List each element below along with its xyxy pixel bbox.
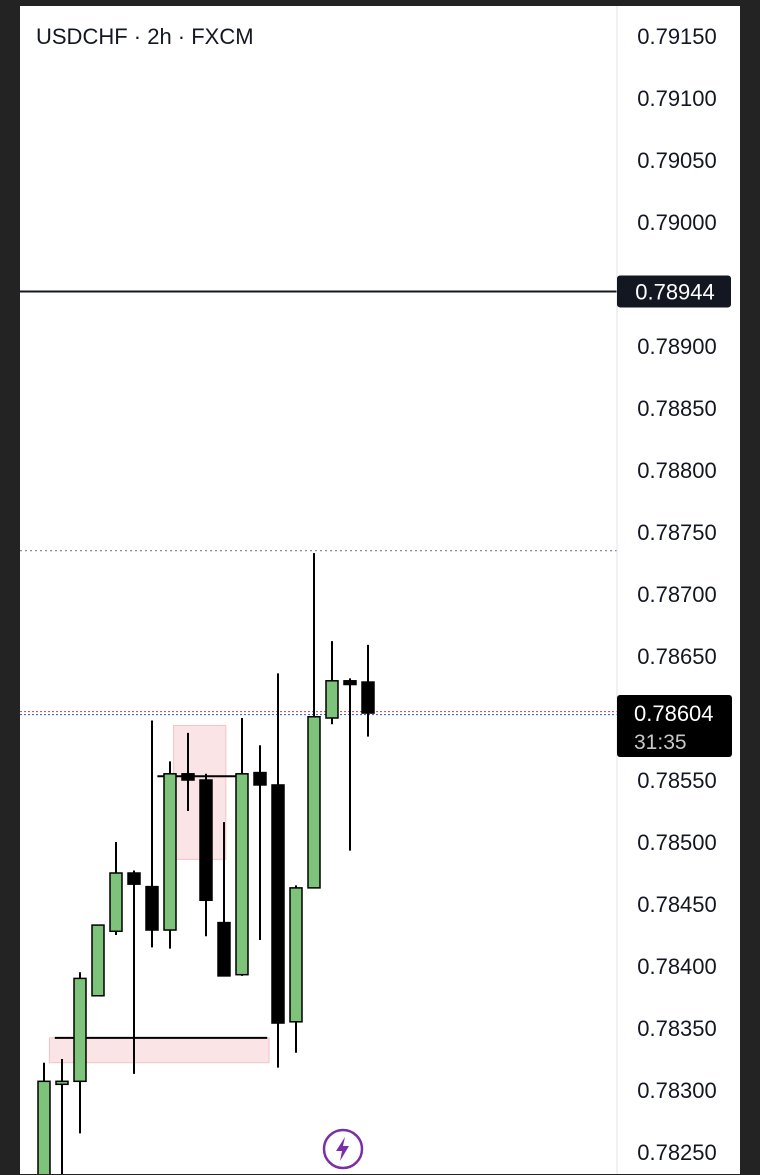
candle-4[interactable] (109, 842, 123, 935)
candle-5[interactable] (127, 870, 141, 1074)
line-price-label: 0.78944 (635, 279, 715, 304)
candle-15[interactable] (307, 553, 321, 889)
candle-11[interactable] (235, 718, 249, 976)
y-tick-label: 0.78850 (637, 396, 717, 421)
candle-6[interactable] (145, 720, 159, 948)
y-tick-label: 0.78650 (637, 644, 717, 669)
lines-layer (20, 290, 617, 1039)
candle-body-down (253, 771, 267, 786)
y-tick-label: 0.78500 (637, 830, 717, 855)
candle-body-up (307, 716, 321, 889)
candle-14[interactable] (289, 885, 303, 1053)
y-tick-label: 0.78700 (637, 582, 717, 607)
candle-body-up (55, 1080, 69, 1086)
y-tick-label: 0.78350 (637, 1016, 717, 1041)
candle-17[interactable] (343, 678, 357, 851)
symbol-title: USDCHF · 2h · FXCM (36, 24, 254, 49)
price-axis[interactable]: 0.79150 0.79100 0.79050 0.79000 0.78900 0.788… (637, 24, 717, 1165)
candle-2[interactable] (73, 972, 87, 1134)
candle-body-down (217, 921, 231, 977)
candle-body-up (109, 872, 123, 933)
y-tick-label: 0.79100 (637, 86, 717, 111)
y-tick-label: 0.78400 (637, 954, 717, 979)
y-tick-label: 0.78800 (637, 458, 717, 483)
price-labels-layer: 0.78944 0.78604 31:35 (617, 275, 732, 758)
candle-16[interactable] (325, 641, 339, 725)
y-tick-label: 0.78750 (637, 520, 717, 545)
y-tick-label: 0.78550 (637, 768, 717, 793)
candle-12[interactable] (253, 745, 267, 940)
candle-body-up (235, 773, 249, 976)
candle-body-down (127, 872, 141, 885)
candle-body-down (181, 773, 195, 781)
lightning-bolt-icon[interactable] (322, 1128, 364, 1170)
y-tick-label: 0.78450 (637, 892, 717, 917)
candle-body-up (163, 773, 177, 931)
candle-body-up (325, 680, 339, 719)
candle-8[interactable] (181, 732, 195, 811)
candle-body-down (343, 680, 357, 686)
y-tick-label: 0.79150 (637, 24, 717, 49)
line-price-label-bg (617, 275, 731, 308)
candle-body-up (37, 1080, 51, 1174)
chart-panel[interactable]: 0.79150 0.79100 0.79050 0.79000 0.78900 0.788… (20, 6, 740, 1174)
candle-body-up (91, 924, 105, 997)
candle-3[interactable] (91, 924, 105, 997)
candle-body-down (361, 681, 375, 714)
current-price-label-bg (617, 695, 732, 758)
candlestick-chart[interactable]: 0.79150 0.79100 0.79050 0.79000 0.78900 0.788… (20, 6, 740, 1174)
current-price-label: 0.78604 (634, 701, 714, 726)
y-tick-label: 0.78250 (637, 1140, 717, 1165)
candle-18[interactable] (361, 644, 375, 737)
candle-body-down (199, 779, 213, 902)
candle-body-up (289, 887, 303, 1023)
candle-9[interactable] (199, 773, 213, 937)
y-tick-label: 0.78300 (637, 1078, 717, 1103)
candles-layer[interactable] (37, 553, 375, 1174)
candle-body-down (271, 784, 285, 1024)
candle-1[interactable] (55, 1059, 69, 1174)
y-tick-label: 0.78900 (637, 334, 717, 359)
candle-0[interactable] (37, 1062, 51, 1174)
y-tick-label: 0.79050 (637, 148, 717, 173)
candle-7[interactable] (163, 761, 177, 949)
countdown-label: 31:35 (634, 731, 687, 754)
y-tick-label: 0.79000 (637, 210, 717, 235)
candle-13[interactable] (271, 673, 285, 1068)
candle-10[interactable] (217, 822, 231, 977)
candle-body-up (73, 977, 87, 1083)
candle-body-down (145, 885, 159, 931)
